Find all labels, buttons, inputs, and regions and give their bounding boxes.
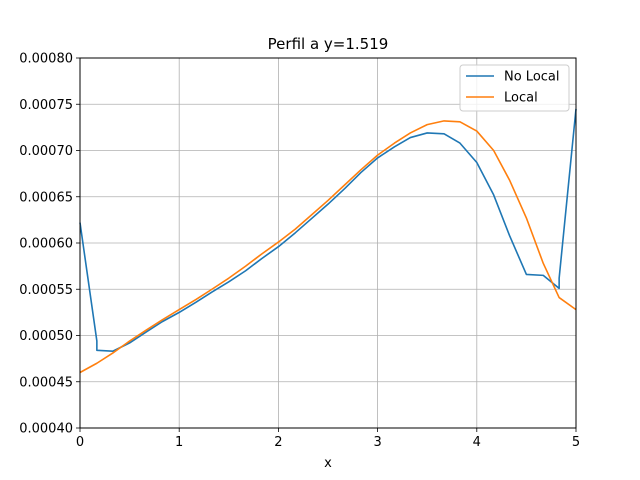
series-line-1 — [79, 120, 577, 374]
y-tick-label: 0.00080 — [19, 52, 73, 67]
chart-title: Perfil a y=1.519 — [268, 35, 389, 53]
legend-entry: Local — [504, 91, 538, 106]
y-tick-label: 0.00040 — [19, 422, 73, 437]
series-line-0 — [79, 108, 577, 353]
y-tick-label: 0.00045 — [19, 375, 73, 390]
x-tick-label: 2 — [274, 435, 282, 450]
x-tick-label: 1 — [175, 435, 183, 450]
x-tick-label: 0 — [76, 435, 84, 450]
x-tick-label: 4 — [473, 435, 481, 450]
y-tick-label: 0.00075 — [19, 98, 73, 113]
y-tick-label: 0.00050 — [19, 329, 73, 344]
y-tick-label: 0.00070 — [19, 144, 73, 159]
y-tick-label: 0.00055 — [19, 283, 73, 298]
legend-entry: No Local — [504, 70, 560, 85]
x-axis: 0 1 2 3 4 5 — [76, 428, 580, 450]
x-tick-label: 5 — [572, 435, 580, 450]
grid — [79, 57, 577, 429]
plot-area — [79, 108, 577, 374]
y-tick-label: 0.00065 — [19, 190, 73, 205]
x-axis-label: x — [324, 456, 332, 471]
x-tick-label: 3 — [373, 435, 381, 450]
y-tick-label: 0.00060 — [19, 237, 73, 252]
legend: No Local Local — [459, 64, 570, 112]
y-axis: 0.00040 0.00045 0.00050 0.00055 0.00060 0.000… — [19, 52, 80, 437]
